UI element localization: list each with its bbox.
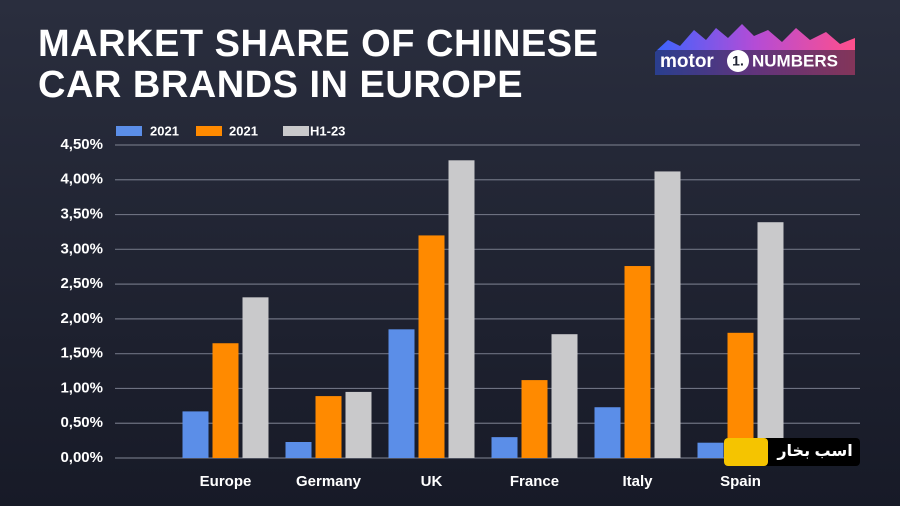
x-tick-label: France bbox=[510, 473, 559, 490]
bar bbox=[448, 160, 475, 458]
bar bbox=[418, 235, 445, 458]
x-tick-label: Germany bbox=[296, 473, 362, 490]
y-tick-label: 3,50% bbox=[60, 206, 103, 223]
y-tick-label: 4,50% bbox=[60, 136, 103, 153]
x-tick-label: UK bbox=[421, 473, 443, 490]
logo-text: 1. bbox=[732, 53, 744, 69]
bar bbox=[242, 297, 269, 458]
legend-swatch bbox=[283, 126, 309, 136]
x-tick-label: Spain bbox=[720, 473, 761, 490]
logo-text: motor bbox=[660, 51, 714, 72]
legend-label: 2021 bbox=[229, 123, 258, 138]
y-tick-label: 1,00% bbox=[60, 379, 103, 396]
y-tick-label: 0,50% bbox=[60, 414, 103, 431]
legend-label: H1-23 bbox=[310, 123, 345, 138]
plot: 0,00% 0,50% 1,00% 1,50% 2,00% 2,50% 3,00% 3,50%… bbox=[60, 123, 860, 490]
watermark-icon bbox=[724, 438, 768, 466]
logo-circle bbox=[727, 50, 749, 72]
bar bbox=[654, 171, 681, 459]
x-tick-label: Europe bbox=[200, 473, 252, 490]
bar bbox=[212, 343, 239, 458]
bar bbox=[757, 222, 784, 458]
bar bbox=[551, 334, 578, 458]
legend-swatch bbox=[116, 126, 142, 136]
bar bbox=[594, 407, 621, 458]
legend-swatch bbox=[196, 126, 222, 136]
bar bbox=[315, 396, 342, 458]
chart-title: MARKET SHARE OF CHINESE bbox=[38, 23, 598, 65]
chart-title: CAR BRANDS IN EUROPE bbox=[38, 64, 523, 106]
bar bbox=[345, 391, 372, 458]
logo: motor 1. NUMBERS bbox=[655, 24, 855, 75]
logo-text: NUMBERS bbox=[752, 51, 838, 70]
bar bbox=[491, 437, 518, 458]
bar bbox=[182, 411, 209, 458]
y-tick-label: 3,00% bbox=[60, 240, 103, 257]
logo-band bbox=[655, 50, 855, 75]
y-tick-label: 1,50% bbox=[60, 345, 103, 362]
y-tick-label: 2,00% bbox=[60, 310, 103, 327]
bar bbox=[727, 332, 754, 458]
x-tick-label: Italy bbox=[622, 473, 653, 490]
bar bbox=[624, 266, 651, 458]
bar bbox=[285, 442, 312, 458]
bar bbox=[388, 329, 415, 458]
bar bbox=[697, 442, 724, 458]
y-tick-label: 2,50% bbox=[60, 275, 103, 292]
y-tick-label: 4,00% bbox=[60, 171, 103, 188]
watermark: اسب بخار bbox=[724, 438, 860, 466]
legend-label: 2021 bbox=[150, 123, 179, 138]
bar bbox=[521, 380, 548, 458]
y-tick-label: 0,00% bbox=[60, 449, 103, 466]
watermark-text: اسب بخار bbox=[776, 443, 852, 460]
